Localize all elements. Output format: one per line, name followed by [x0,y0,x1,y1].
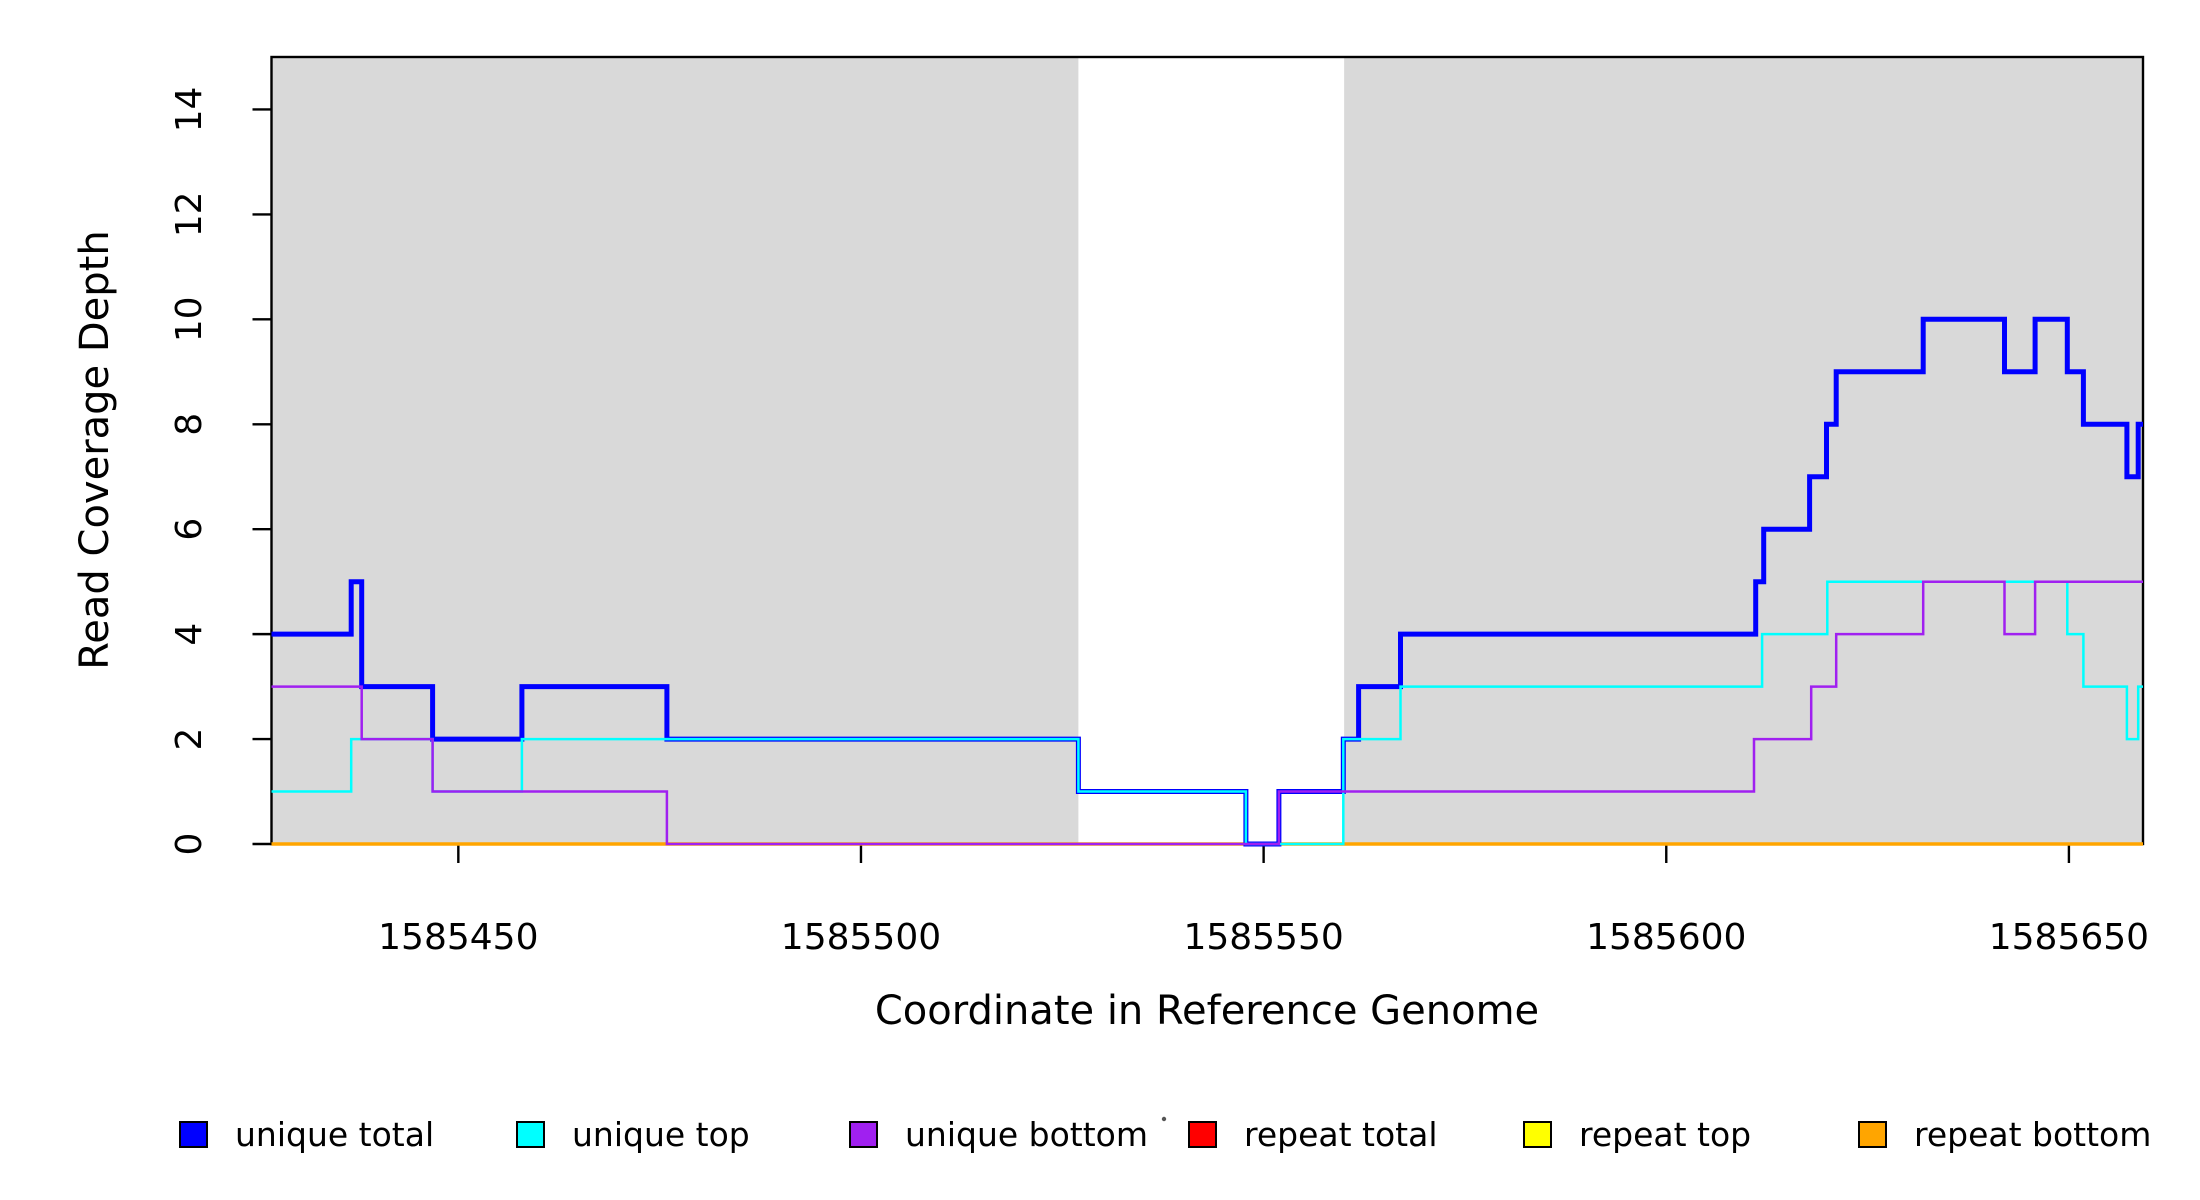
y-axis-tick-label: 10 [169,296,210,342]
legend-layer: unique total unique top unique bottom repea… [179,1115,2151,1154]
legend-label-unique-total: unique total [235,1115,434,1154]
legend-swatch-unique-bottom [849,1121,878,1148]
y-axis-tick-label: 8 [169,413,210,436]
y-axis-title: Read Coverage Depth [72,230,118,669]
shaded-region [1344,57,2143,844]
legend-label-unique-top: unique top [572,1115,750,1154]
y-axis-tick-label: 2 [169,728,210,751]
x-axis-tick-label: 1585600 [1586,917,1746,958]
x-axis-tick-label: 1585450 [378,917,538,958]
legend-label-repeat-top: repeat top [1579,1115,1751,1154]
x-axis-tick-label: 1585550 [1183,917,1343,958]
y-axis-tick-label: 0 [169,833,210,856]
legend-swatch-repeat-bottom [1858,1121,1887,1148]
legend-swatch-repeat-total [1188,1121,1217,1148]
y-axis-tick-label: 6 [169,518,210,541]
series-line-unique-bottom [271,580,2143,846]
shaded-region [271,57,1079,844]
legend-swatch-repeat-top [1523,1121,1552,1148]
legend-label-unique-bottom: unique bottom [905,1115,1148,1154]
x-axis-title: Coordinate in Reference Genome [875,988,1539,1034]
x-axis-tick-label: 1585650 [1989,917,2149,958]
x-axis-tick-label: 1585500 [781,917,941,958]
legend-stray-dot [1161,1116,1167,1122]
series-line-unique-total [271,316,2143,847]
axes-layer: 1585450 1585500 1585550 1585600 1585650 0 2 4 6 8… [169,87,2149,958]
y-axis-tick-label: 14 [169,87,210,133]
series-layer [271,316,2143,847]
y-axis-tick-label: 4 [169,623,210,646]
shaded-regions-layer [271,57,2143,844]
legend-swatch-unique-top [516,1121,545,1148]
legend-label-repeat-bottom: repeat bottom [1914,1115,2151,1154]
y-axis-tick-label: 12 [169,191,210,237]
legend-label-repeat-total: repeat total [1244,1115,1438,1154]
legend-swatch-unique-total [179,1121,208,1148]
